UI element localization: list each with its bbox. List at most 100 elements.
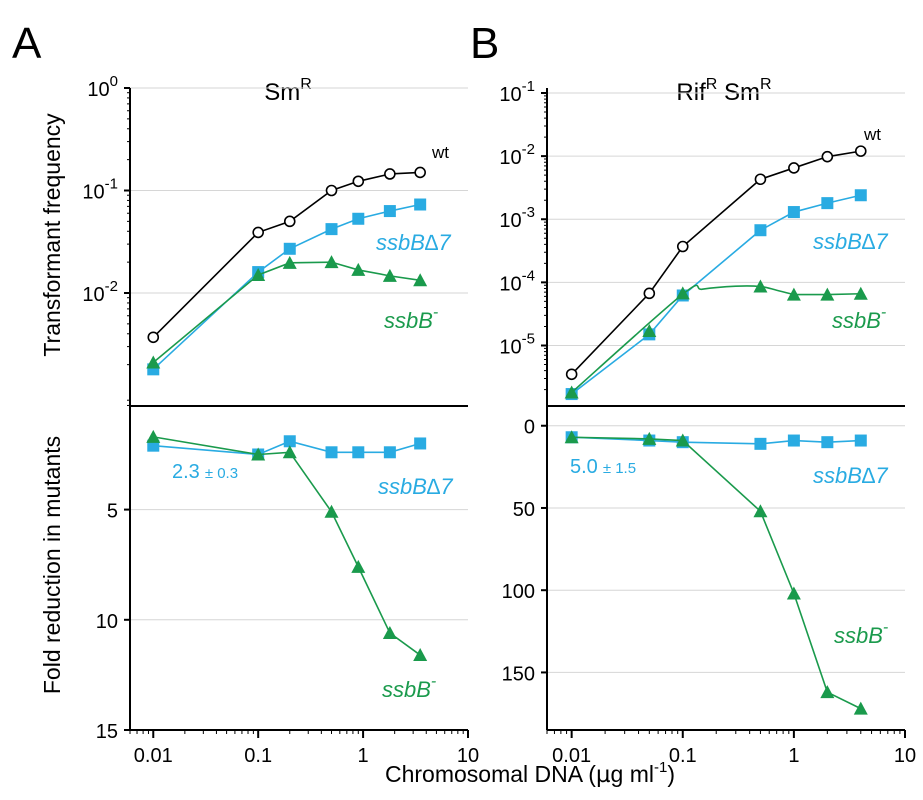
- data-point-B-top-ssbB_minus-1: [642, 323, 657, 337]
- data-point-B-top-ssbB_minus-6: [853, 286, 868, 300]
- data-point-A-top-ssbB_delta7-5: [383, 205, 396, 218]
- panel-b-frame: [546, 88, 905, 731]
- data-point-B-bottom-ssbB_minus-2: [675, 433, 690, 447]
- data-point-A-bottom-ssbB_delta7-4: [352, 446, 365, 459]
- series-line-B-top-wt: [571, 150, 861, 375]
- y-tick-label-A-top-0: 100: [87, 73, 118, 101]
- y-tick-label-A-bottom-1: 10: [96, 611, 118, 633]
- data-point-A-bottom-ssbB_minus-0: [146, 429, 161, 443]
- data-point-B-top-wt-2: [676, 240, 689, 253]
- series-line-A-top-ssbB_minus: [152, 261, 421, 364]
- data-point-B-top-wt-5: [821, 150, 834, 163]
- data-point-B-top-ssbB_minus-3: [753, 279, 768, 293]
- data-point-A-top-ssbB_delta7-4: [352, 212, 365, 225]
- y-tick-label-B-top-0: 10-1: [499, 78, 535, 106]
- data-point-B-top-ssbB_minus-2: [675, 286, 690, 300]
- data-point-B-top-wt-0: [565, 368, 578, 381]
- data-point-B-bottom-ssbB_minus-3: [753, 504, 768, 518]
- data-point-A-bottom-ssbB_minus-5: [382, 626, 397, 640]
- data-point-A-top-wt-2: [283, 215, 296, 228]
- data-point-B-bottom-ssbB_minus-6: [853, 701, 868, 715]
- panel-b-bottom-ssbbdelta7-label: ssbB∆7: [813, 463, 888, 488]
- data-point-A-bottom-ssbB_delta7-3: [325, 446, 338, 459]
- data-point-B-bottom-ssbB_minus-1: [642, 431, 657, 445]
- panel-b-ssbbminus-label: ssbB-: [832, 304, 886, 333]
- series-line-B-top-ssbB_minus: [571, 284, 861, 394]
- data-point-B-bottom-ssbB_delta7-4: [787, 434, 800, 447]
- data-point-B-top-ssbB_delta7-3: [754, 224, 767, 237]
- data-point-B-bottom-ssbB_delta7-5: [821, 436, 834, 449]
- y-tick-label-B-top-3: 10-4: [499, 267, 535, 295]
- panel-b-fold-annotation: 5.0 ± 1.5: [570, 456, 636, 478]
- data-point-A-bottom-ssbB_delta7-2: [283, 435, 296, 448]
- data-point-A-bottom-ssbB_delta7-5: [383, 446, 396, 459]
- data-point-B-bottom-ssbB_delta7-3: [754, 437, 767, 450]
- data-point-B-top-ssbB_minus-5: [820, 287, 835, 301]
- y-tick-label-A-bottom-2: 15: [96, 721, 118, 743]
- x-tick-label-B-bottom-1: 0.1: [669, 745, 697, 767]
- panel-a-letter: A: [12, 19, 42, 68]
- y-tick-label-B-bottom-0: 0: [524, 417, 535, 439]
- data-point-B-bottom-ssbB_minus-0: [564, 430, 579, 444]
- bottom-y-axis-label: Fold reduction in mutants: [39, 436, 65, 694]
- data-point-B-bottom-ssbB_minus-4: [786, 586, 801, 600]
- data-point-A-top-ssbB_delta7-2: [283, 242, 296, 255]
- data-series: [146, 145, 868, 715]
- data-point-A-bottom-ssbB_minus-1: [251, 447, 266, 461]
- y-tick-label-B-top-1: 10-2: [499, 141, 535, 169]
- data-point-B-top-ssbB_minus-4: [786, 287, 801, 301]
- data-point-B-bottom-ssbB_minus-5: [820, 685, 835, 699]
- panel-a-bottom-ssbbminus-label: ssbB-: [382, 673, 436, 702]
- y-tick-label-B-top-4: 10-5: [499, 330, 535, 358]
- data-point-A-top-ssbB_minus-5: [382, 268, 397, 282]
- panel-a-title: SmR: [264, 76, 312, 106]
- data-point-A-top-ssbB_delta7-6: [414, 198, 427, 211]
- data-point-A-top-wt-1: [252, 226, 264, 239]
- data-point-B-bottom-ssbB_delta7-6: [854, 434, 867, 447]
- x-tick-label-B-bottom-0: 0.01: [552, 745, 591, 767]
- x-tick-label-B-bottom-2: 1: [788, 745, 799, 767]
- data-point-B-top-wt-1: [643, 287, 656, 300]
- data-point-B-top-wt-4: [788, 162, 800, 174]
- data-point-B-top-wt-3: [754, 173, 767, 186]
- data-point-A-bottom-ssbB_minus-4: [351, 559, 366, 573]
- y-tick-label-B-top-2: 10-3: [499, 204, 535, 232]
- data-point-A-top-wt-5: [384, 168, 396, 180]
- panel-a-ssbbminus-label: ssbB-: [384, 304, 438, 333]
- y-tick-label-A-top-1: 10-1: [82, 176, 118, 204]
- data-point-B-top-wt-6: [854, 145, 867, 157]
- data-point-A-top-wt-6: [414, 166, 426, 179]
- gridlines: [130, 87, 905, 731]
- data-point-A-top-wt-4: [352, 175, 365, 188]
- panel-b-letter: B: [470, 19, 499, 68]
- data-point-A-top-ssbB_minus-1: [251, 267, 266, 281]
- data-point-A-top-ssbB_delta7-3: [325, 223, 338, 236]
- y-tick-label-B-bottom-2: 100: [502, 581, 535, 603]
- data-point-A-top-ssbB_minus-3: [324, 255, 339, 269]
- top-y-axis-label: Transformant frequency: [39, 113, 65, 357]
- y-tick-label-B-bottom-1: 50: [513, 499, 535, 521]
- x-tick-label-A-bottom-1: 0.1: [244, 745, 272, 767]
- data-point-B-top-ssbB_delta7-5: [821, 197, 834, 210]
- panel-b-wt-label: wt: [863, 125, 881, 144]
- data-point-A-bottom-ssbB_minus-2: [282, 445, 297, 459]
- data-point-A-top-ssbB_minus-2: [282, 255, 297, 269]
- x-tick-label-A-bottom-3: 10: [457, 745, 479, 767]
- x-axis-label: Chromosomal DNA (µg ml-1): [385, 759, 675, 788]
- panel-a-ssbbdelta7-label: ssbB∆7: [376, 230, 451, 255]
- data-point-A-bottom-ssbB_delta7-6: [414, 437, 427, 450]
- data-point-B-top-ssbB_delta7-6: [854, 189, 867, 202]
- x-tick-label-A-bottom-0: 0.01: [134, 745, 173, 767]
- x-tick-label-A-bottom-2: 1: [358, 745, 369, 767]
- panel-a-wt-label: wt: [431, 143, 449, 162]
- data-point-A-top-ssbB_minus-0: [146, 355, 161, 369]
- data-point-A-bottom-ssbB_minus-3: [324, 504, 339, 518]
- panel-b-bottom-ssbbminus-label: ssbB-: [834, 619, 888, 648]
- panel-b-ssbbdelta7-label: ssbB∆7: [813, 229, 888, 254]
- data-point-A-top-wt-0: [147, 331, 160, 344]
- data-point-A-bottom-ssbB_minus-6: [413, 648, 428, 662]
- y-tick-label-A-bottom-0: 5: [107, 501, 118, 523]
- data-point-A-top-ssbB_minus-4: [351, 262, 366, 276]
